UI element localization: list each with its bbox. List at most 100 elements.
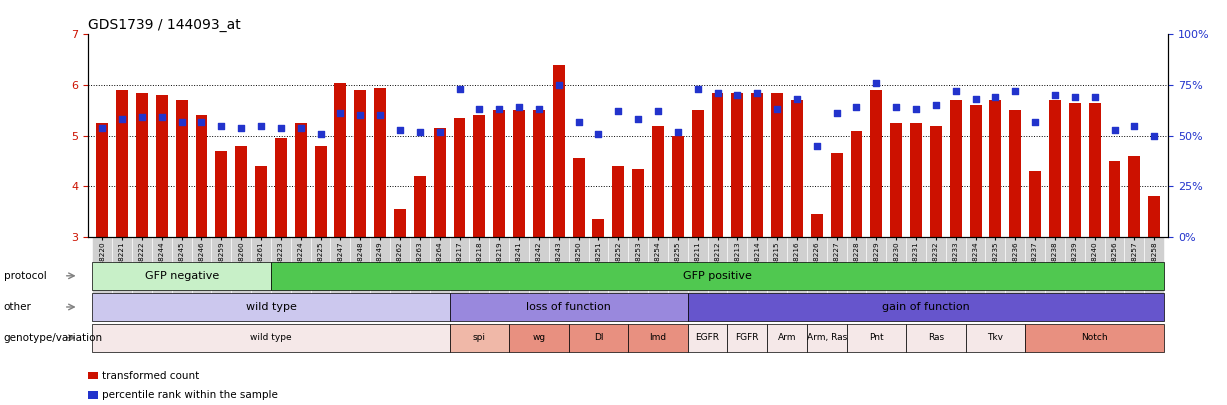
Text: wild type: wild type (250, 333, 292, 342)
Point (628, 116, 648, 123)
Bar (850, 130, 863, 237)
Point (946, 88, 966, 94)
Bar (314, 146, 326, 237)
Point (985, 94, 1005, 100)
Point (866, 80, 886, 86)
Bar (1148, 196, 1161, 237)
Bar (652, 126, 664, 237)
Text: Ras: Ras (928, 333, 944, 342)
Bar (216, 151, 227, 237)
Bar (474, 115, 486, 237)
Bar (513, 111, 525, 237)
Bar (255, 166, 267, 237)
Bar (275, 138, 287, 237)
Point (92, 124, 112, 131)
Text: transformed count: transformed count (102, 371, 199, 381)
Point (429, 128, 449, 135)
Bar (533, 111, 545, 237)
Text: genotype/variation: genotype/variation (4, 333, 103, 343)
Point (490, 106, 509, 113)
Bar (969, 105, 982, 237)
Text: Arm, Ras: Arm, Ras (806, 333, 847, 342)
Text: Arm: Arm (778, 333, 796, 342)
Point (470, 106, 490, 113)
Point (548, 82, 568, 88)
Point (609, 108, 628, 115)
Point (667, 128, 687, 135)
Bar (1088, 103, 1101, 237)
Bar (493, 111, 506, 237)
Point (648, 108, 667, 115)
Point (410, 128, 429, 135)
Text: lmd: lmd (649, 333, 666, 342)
Point (509, 104, 529, 111)
Bar (731, 93, 744, 237)
Bar (632, 168, 644, 237)
Point (708, 90, 728, 96)
Bar (672, 136, 683, 237)
Point (133, 114, 152, 121)
Bar (791, 100, 802, 237)
Bar (413, 176, 426, 237)
Point (172, 118, 191, 125)
Bar (355, 90, 366, 237)
Point (371, 112, 390, 119)
Text: loss of function: loss of function (526, 302, 611, 312)
Bar (195, 115, 207, 237)
Text: GFP negative: GFP negative (145, 271, 218, 281)
Text: wild type: wild type (245, 302, 297, 312)
Bar (612, 166, 625, 237)
Point (113, 116, 131, 123)
Point (966, 96, 985, 102)
Point (529, 106, 548, 113)
Point (688, 86, 708, 92)
Bar (930, 126, 942, 237)
Point (1065, 94, 1085, 100)
Point (1045, 92, 1065, 98)
Point (232, 124, 252, 131)
Point (1085, 94, 1104, 100)
Bar (771, 93, 783, 237)
Bar (374, 87, 387, 237)
Bar (553, 65, 564, 237)
Point (211, 122, 231, 129)
Bar (136, 93, 148, 237)
Bar (1049, 100, 1061, 237)
Bar (1108, 161, 1120, 237)
Point (569, 118, 589, 125)
Point (1145, 132, 1164, 139)
Point (252, 122, 271, 129)
Bar (294, 123, 307, 237)
Bar (1010, 111, 1021, 237)
Text: Pnt: Pnt (869, 333, 883, 342)
Bar (593, 219, 605, 237)
Point (747, 90, 767, 96)
Text: spi: spi (472, 333, 486, 342)
Point (449, 86, 469, 92)
Bar (712, 93, 724, 237)
Bar (1129, 156, 1140, 237)
Point (1005, 88, 1025, 94)
Text: FGFR: FGFR (735, 333, 760, 342)
Bar (891, 123, 902, 237)
Bar (811, 214, 823, 237)
Bar (692, 111, 703, 237)
Bar (236, 146, 247, 237)
Point (1104, 126, 1124, 133)
Text: gain of function: gain of function (882, 302, 969, 312)
Bar (989, 100, 1001, 237)
Bar (175, 100, 188, 237)
Bar (950, 100, 962, 237)
Bar (751, 93, 763, 237)
Bar (335, 83, 346, 237)
Text: protocol: protocol (4, 271, 47, 281)
Text: GDS1739 / 144093_at: GDS1739 / 144093_at (88, 18, 240, 32)
Point (926, 102, 946, 109)
Point (390, 126, 410, 133)
Bar (1069, 103, 1081, 237)
Text: Tkv: Tkv (988, 333, 1004, 342)
Point (310, 130, 330, 137)
Bar (96, 123, 108, 237)
Text: percentile rank within the sample: percentile rank within the sample (102, 390, 277, 400)
Point (847, 104, 866, 111)
